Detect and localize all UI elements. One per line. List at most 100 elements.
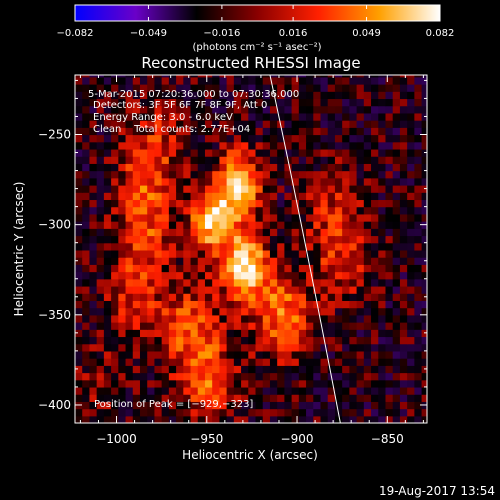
heatmap-cell xyxy=(75,235,83,244)
heatmap-cell xyxy=(75,192,83,201)
heatmap-cell xyxy=(147,105,156,114)
heatmap-cell xyxy=(291,141,300,150)
heatmap-cell xyxy=(284,350,293,359)
heatmap-cell xyxy=(190,206,199,215)
heatmap-cell xyxy=(262,134,271,143)
heatmap-cell xyxy=(306,206,314,215)
heatmap-cell xyxy=(241,84,249,92)
heatmap-cell xyxy=(132,293,141,301)
heatmap-cell xyxy=(327,271,336,280)
heatmap-cell xyxy=(233,300,242,309)
heatmap-cell xyxy=(407,76,415,85)
heatmap-cell xyxy=(378,343,387,352)
heatmap-cell xyxy=(334,329,343,338)
heatmap-cell xyxy=(139,235,148,244)
heatmap-cell xyxy=(219,264,228,273)
heatmap-cell xyxy=(356,401,365,410)
heatmap-cell xyxy=(414,105,423,114)
heatmap-cell xyxy=(306,235,314,244)
heatmap-cell xyxy=(399,386,408,395)
heatmap-cell xyxy=(132,408,141,417)
heatmap-cell xyxy=(118,300,127,309)
heatmap-cell xyxy=(306,343,314,352)
heatmap-cell xyxy=(277,278,285,287)
heatmap-cell xyxy=(363,127,372,136)
heatmap-cell xyxy=(168,84,177,92)
heatmap-cell xyxy=(103,91,112,100)
heatmap-cell xyxy=(399,293,408,301)
heatmap-cell xyxy=(248,386,257,395)
heatmap-cell xyxy=(284,134,293,143)
heatmap-cell xyxy=(327,343,336,352)
heatmap-cell xyxy=(298,76,307,85)
heatmap-cell xyxy=(111,343,119,352)
heatmap-cell xyxy=(161,314,170,323)
heatmap-cell xyxy=(334,127,343,136)
heatmap-cell xyxy=(255,120,264,128)
heatmap-cell xyxy=(197,141,206,150)
heatmap-cell xyxy=(226,264,235,273)
heatmap-cell xyxy=(363,76,372,85)
heatmap-cell xyxy=(118,401,127,410)
heatmap-cell xyxy=(125,293,134,301)
heatmap-cell xyxy=(147,285,156,294)
heatmap-cell xyxy=(349,401,358,410)
heatmap-cell xyxy=(407,372,415,381)
heatmap-cell xyxy=(407,177,415,186)
heatmap-cell xyxy=(327,336,336,345)
heatmap-cell xyxy=(118,76,127,85)
heatmap-cell xyxy=(75,394,83,402)
heatmap-cell xyxy=(233,91,242,100)
heatmap-cell xyxy=(371,329,379,338)
heatmap-cell xyxy=(371,401,379,410)
heatmap-cell xyxy=(342,141,350,150)
heatmap-cell xyxy=(371,386,379,395)
heatmap-cell xyxy=(399,285,408,294)
heatmap-cell xyxy=(298,314,307,323)
heatmap-cell xyxy=(197,91,206,100)
heatmap-cell xyxy=(75,206,83,215)
heatmap-cell xyxy=(219,379,228,388)
heatmap-cell xyxy=(327,170,336,179)
heatmap-cell xyxy=(414,278,423,287)
heatmap-cell xyxy=(197,372,206,381)
heatmap-cell xyxy=(313,112,322,121)
heatmap-cell xyxy=(255,307,264,316)
heatmap-cell xyxy=(118,127,127,136)
heatmap-cell xyxy=(176,314,184,323)
heatmap-cell xyxy=(168,127,177,136)
heatmap-cell xyxy=(385,343,394,352)
heatmap-cell xyxy=(154,148,163,157)
heatmap-cell xyxy=(241,98,249,107)
heatmap-cell xyxy=(118,322,127,330)
heatmap-cell xyxy=(212,163,221,172)
heatmap-cell xyxy=(89,271,98,280)
heatmap-cell xyxy=(248,170,257,179)
heatmap-cell xyxy=(269,163,278,172)
heatmap-cell xyxy=(197,170,206,179)
heatmap-cell xyxy=(313,91,322,100)
heatmap-cell xyxy=(183,271,192,280)
heatmap-cell xyxy=(262,120,271,128)
heatmap-cell xyxy=(262,199,271,208)
heatmap-cell xyxy=(248,293,257,301)
heatmap-cell xyxy=(298,249,307,258)
heatmap-cell xyxy=(291,213,300,222)
heatmap-cell xyxy=(313,322,322,330)
heatmap-cell xyxy=(363,141,372,150)
colorbar-tick-label: −0.082 xyxy=(56,28,93,39)
heatmap-cell xyxy=(327,365,336,374)
heatmap-cell xyxy=(262,386,271,395)
heatmap-cell xyxy=(111,372,119,381)
heatmap-cell xyxy=(313,336,322,345)
heatmap-cell xyxy=(233,271,242,280)
heatmap-cell xyxy=(284,249,293,258)
heatmap-cell xyxy=(118,184,127,193)
heatmap-cell xyxy=(233,408,242,417)
heatmap-cell xyxy=(197,365,206,374)
heatmap-cell xyxy=(197,408,206,417)
heatmap-cell xyxy=(75,84,83,92)
heatmap-cell xyxy=(269,221,278,229)
heatmap-cell xyxy=(233,307,242,316)
